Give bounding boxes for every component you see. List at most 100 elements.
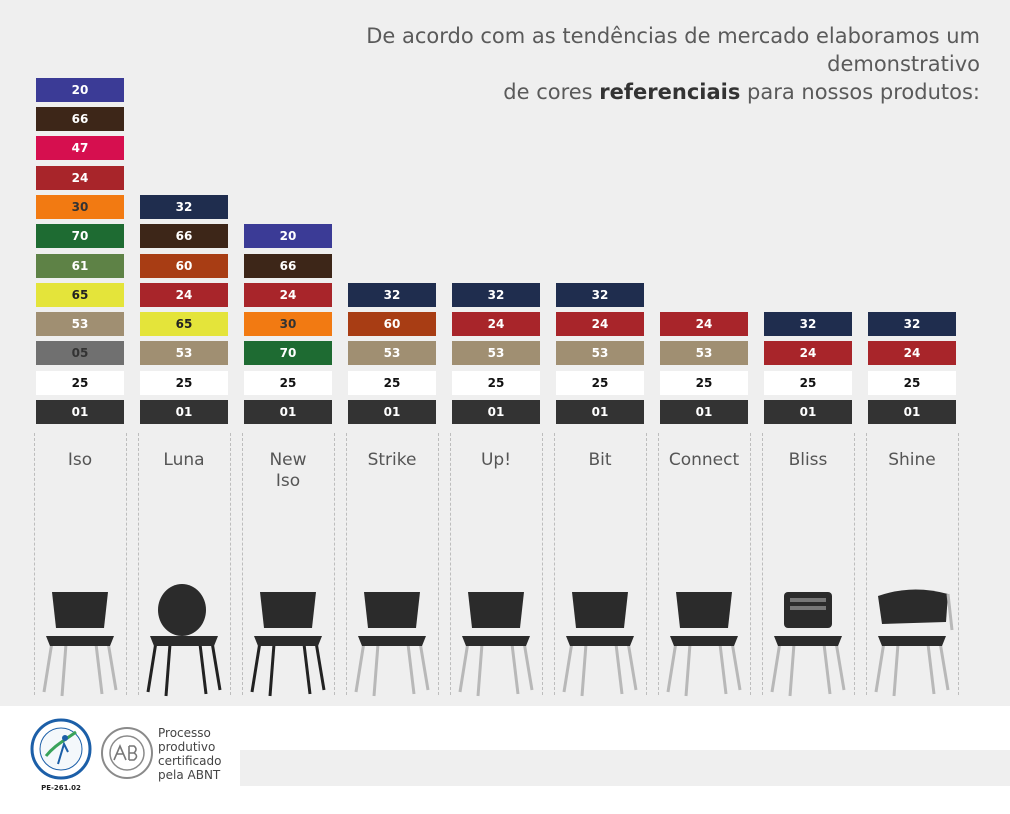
color-swatch-47: 47 — [36, 136, 124, 160]
color-swatch-53: 53 — [556, 341, 644, 365]
color-swatch-01: 01 — [868, 400, 956, 424]
color-swatch-66: 66 — [140, 224, 228, 248]
chair-icon — [240, 580, 336, 704]
product-name-line: Bliss — [788, 450, 828, 470]
color-swatch-65: 65 — [140, 312, 228, 336]
color-swatch-24: 24 — [556, 312, 644, 336]
column-divider — [334, 433, 335, 695]
color-swatch-01: 01 — [452, 400, 540, 424]
column-divider — [854, 433, 855, 695]
footer-band-3 — [240, 786, 895, 814]
color-swatch-25: 25 — [868, 371, 956, 395]
color-swatch-25: 25 — [36, 371, 124, 395]
product-name: Bliss — [756, 450, 860, 471]
color-swatch-70: 70 — [36, 224, 124, 248]
color-swatch-32: 32 — [348, 283, 436, 307]
color-swatch-01: 01 — [36, 400, 124, 424]
color-swatch-53: 53 — [140, 341, 228, 365]
cert-line: Processo — [158, 726, 211, 740]
color-swatch-32: 32 — [764, 312, 852, 336]
color-swatch-25: 25 — [556, 371, 644, 395]
color-swatch-25: 25 — [140, 371, 228, 395]
column-divider — [762, 433, 763, 695]
color-swatch-30: 30 — [36, 195, 124, 219]
abnt-process-seal-icon — [101, 727, 153, 779]
color-swatch-25: 25 — [452, 371, 540, 395]
color-swatch-66: 66 — [244, 254, 332, 278]
product-name: Luna — [132, 450, 236, 471]
certification-note: Processo produtivo certificado pela ABNT — [158, 726, 238, 782]
color-swatch-01: 01 — [244, 400, 332, 424]
abnt-environmental-seal-icon: PE-261.02 — [30, 718, 92, 792]
chair-icon — [760, 580, 856, 704]
color-swatch-25: 25 — [660, 371, 748, 395]
footer-band-1 — [240, 706, 1010, 750]
color-swatch-01: 01 — [140, 400, 228, 424]
color-swatch-32: 32 — [452, 283, 540, 307]
color-swatch-25: 25 — [348, 371, 436, 395]
color-swatch-70: 70 — [244, 341, 332, 365]
product-name-line: Bit — [588, 450, 612, 470]
column-divider — [542, 433, 543, 695]
column-divider — [138, 433, 139, 695]
chair-icon — [136, 580, 232, 704]
column-divider — [126, 433, 127, 695]
color-swatch-01: 01 — [348, 400, 436, 424]
column-divider — [34, 433, 35, 695]
product-name: Iso — [28, 450, 132, 471]
column-divider — [958, 433, 959, 695]
color-swatch-53: 53 — [36, 312, 124, 336]
column-divider — [450, 433, 451, 695]
color-swatch-05: 05 — [36, 341, 124, 365]
column-divider — [658, 433, 659, 695]
color-swatch-53: 53 — [348, 341, 436, 365]
heading-line-2: de cores referenciais para nossos produt… — [220, 78, 980, 106]
color-swatch-65: 65 — [36, 283, 124, 307]
product-name-line: New — [269, 450, 307, 470]
color-swatch-24: 24 — [452, 312, 540, 336]
column-divider — [230, 433, 231, 695]
product-name-line: Up! — [480, 450, 512, 470]
cert-line: certificado — [158, 754, 222, 768]
column-divider — [346, 433, 347, 695]
heading-emphasis: referenciais — [599, 80, 741, 104]
color-swatch-53: 53 — [452, 341, 540, 365]
product-name-line: Iso — [275, 471, 301, 491]
color-swatch-24: 24 — [764, 341, 852, 365]
color-swatch-24: 24 — [244, 283, 332, 307]
product-name: Bit — [548, 450, 652, 471]
heading-line-2-end: para nossos produtos: — [740, 80, 980, 104]
cert-line: pela ABNT — [158, 768, 221, 782]
footer-band-2 — [240, 750, 1010, 786]
chair-icon — [656, 580, 752, 704]
heading-line-2-start: de cores — [503, 80, 600, 104]
product-name-line: Iso — [67, 450, 93, 470]
color-swatch-30: 30 — [244, 312, 332, 336]
cert-line: produtivo — [158, 740, 216, 754]
chair-icon — [448, 580, 544, 704]
color-swatch-24: 24 — [660, 312, 748, 336]
product-name-line: Connect — [668, 450, 740, 470]
color-swatch-25: 25 — [244, 371, 332, 395]
product-name-line: Strike — [367, 450, 417, 470]
chair-icon — [344, 580, 440, 704]
color-swatch-24: 24 — [36, 166, 124, 190]
color-swatch-32: 32 — [140, 195, 228, 219]
chair-icon — [32, 580, 128, 704]
color-swatch-20: 20 — [244, 224, 332, 248]
color-swatch-25: 25 — [764, 371, 852, 395]
seal-code: PE-261.02 — [41, 784, 81, 792]
color-swatch-01: 01 — [764, 400, 852, 424]
column-divider — [866, 433, 867, 695]
column-divider — [554, 433, 555, 695]
page-heading: De acordo com as tendências de mercado e… — [220, 22, 980, 106]
color-swatch-61: 61 — [36, 254, 124, 278]
column-divider — [646, 433, 647, 695]
heading-line-1: De acordo com as tendências de mercado e… — [366, 24, 980, 76]
color-swatch-66: 66 — [36, 107, 124, 131]
product-name: New Iso — [236, 450, 340, 492]
color-swatch-20: 20 — [36, 78, 124, 102]
color-swatch-60: 60 — [348, 312, 436, 336]
product-name-line: Luna — [163, 450, 205, 470]
